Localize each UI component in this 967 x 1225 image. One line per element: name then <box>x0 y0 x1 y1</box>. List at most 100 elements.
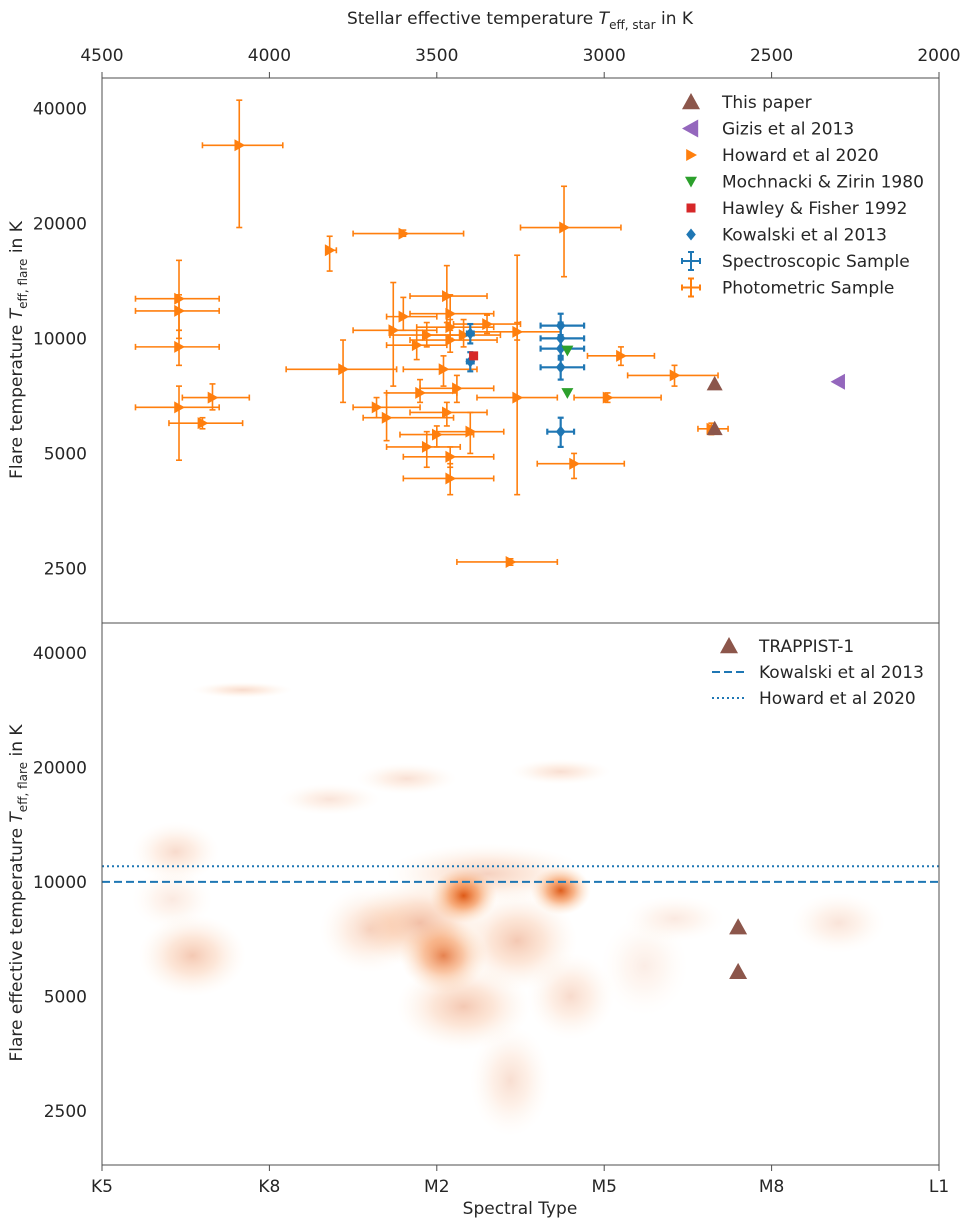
series-gizis-et-al-2013 <box>830 373 845 390</box>
bottom-axis-title: Spectral Type <box>463 1199 578 1219</box>
data-point <box>174 304 186 317</box>
top-panel: 2500 5000 10000 20000 40000 Flare temperatur… <box>7 77 940 624</box>
data-point <box>830 373 845 390</box>
data-point <box>207 391 219 404</box>
trappist-point <box>729 918 748 935</box>
legend-item: Photometric Sample <box>681 277 894 299</box>
y-tick-label: 20000 <box>33 759 87 779</box>
data-point <box>398 227 410 240</box>
bottom-y-ticks: 2500 5000 10000 20000 40000 <box>33 644 87 1122</box>
density-blob <box>279 783 380 816</box>
bottom-plot-area <box>102 681 939 1137</box>
density-blob <box>470 1025 551 1137</box>
data-point <box>452 382 463 395</box>
error-bar <box>519 185 622 278</box>
legend-item: This paper <box>682 93 812 113</box>
trappist-point <box>729 962 748 980</box>
top-tick-label: 2000 <box>917 46 960 66</box>
legend-item: Hawley & Fisher 1992 <box>686 199 907 219</box>
data-point <box>559 221 571 234</box>
data-point <box>381 411 393 424</box>
data-point <box>324 244 336 257</box>
legend-marker-icon <box>686 203 696 213</box>
data-point <box>438 363 450 376</box>
bottom-panel: 2500 5000 10000 20000 40000 Flare effective … <box>7 622 940 1166</box>
bottom-tick-label: K8 <box>258 1177 280 1197</box>
data-point <box>602 391 614 404</box>
top-tick-label: 4000 <box>248 46 291 66</box>
data-point <box>411 339 423 352</box>
data-point <box>561 388 574 399</box>
legend-item: Gizis et al 2013 <box>682 119 854 140</box>
top-tick-label: 2500 <box>750 46 793 66</box>
data-point <box>442 290 453 303</box>
series-this-paper <box>706 375 723 436</box>
legend-marker-icon <box>682 93 700 110</box>
density-blob <box>192 681 293 698</box>
top-y-axis-title: Flare temperature Teff, flare in K <box>7 220 30 479</box>
legend-marker-icon <box>686 149 697 161</box>
data-point <box>555 425 566 438</box>
density-blob <box>527 953 615 1040</box>
data-point <box>432 428 443 441</box>
legend-label: Kowalski et al 2013 <box>759 663 924 683</box>
legend-label: This paper <box>721 93 812 113</box>
legend-marker-icon <box>685 176 697 188</box>
density-blob <box>510 758 611 785</box>
data-point <box>398 310 410 323</box>
top-plot-area <box>134 99 845 568</box>
legend-item: Kowalski et al 2013 <box>712 663 924 683</box>
series-kowalski-et-al-2013 <box>465 312 586 449</box>
legend-label: Spectroscopic Sample <box>722 252 910 272</box>
legend-errorbar-icon <box>681 251 701 271</box>
legend-label: Photometric Sample <box>722 279 894 299</box>
legend-label: Mochnacki & Zirin 1980 <box>722 173 924 193</box>
error-bar <box>201 99 284 229</box>
top-axis-title: Stellar effective temperature Teff, star… <box>347 9 694 32</box>
top-tick-label: 4500 <box>80 46 123 66</box>
legend-item: TRAPPIST-1 <box>720 637 854 657</box>
y-tick-label: 10000 <box>33 873 87 893</box>
error-bar <box>573 392 662 404</box>
data-point <box>616 349 627 362</box>
y-tick-label: 2500 <box>44 1102 87 1122</box>
density-blob <box>356 762 457 795</box>
y-tick-label: 20000 <box>33 214 87 234</box>
data-point <box>512 391 524 404</box>
legend-label: Gizis et al 2013 <box>722 120 854 140</box>
data-point <box>197 417 209 430</box>
data-point <box>706 375 723 391</box>
legend-marker-icon <box>686 228 696 241</box>
legend-item: Spectroscopic Sample <box>681 251 910 272</box>
density-blob <box>791 892 886 954</box>
data-point <box>445 307 457 320</box>
legend-item: Mochnacki & Zirin 1980 <box>685 173 924 193</box>
top-legend: This paper Gizis et al 2013 Howard et al 2… <box>681 93 924 299</box>
data-point <box>469 351 479 361</box>
legend-label: Howard et al 2020 <box>722 146 879 166</box>
legend-errorbar-icon <box>681 277 701 298</box>
bottom-tick-label: L1 <box>929 1177 949 1197</box>
data-point <box>445 450 457 463</box>
y-tick-label: 2500 <box>44 559 87 579</box>
density-blob <box>138 914 246 997</box>
legend-label: Kowalski et al 2013 <box>722 226 887 246</box>
data-point <box>442 406 453 419</box>
legend-label: Hawley & Fisher 1992 <box>722 199 907 219</box>
data-point <box>234 139 246 152</box>
legend-label: Howard et al 2020 <box>759 689 916 709</box>
bottom-tick-label: M5 <box>591 1177 616 1197</box>
legend-item: Howard et al 2020 <box>686 146 879 166</box>
y-tick-label: 40000 <box>33 99 87 119</box>
y-tick-label: 5000 <box>44 987 87 1007</box>
data-point <box>669 369 681 382</box>
density-blob <box>319 886 421 973</box>
error-bar <box>476 254 559 496</box>
data-point <box>445 334 457 347</box>
legend-marker-icon <box>682 119 699 138</box>
bottom-tick-label: K5 <box>91 1177 113 1197</box>
bottom-panel-frame <box>101 622 940 1166</box>
y-tick-label: 10000 <box>33 329 87 349</box>
bottom-legend: TRAPPIST-1 Kowalski et al 2013 Howard et a… <box>712 637 924 709</box>
